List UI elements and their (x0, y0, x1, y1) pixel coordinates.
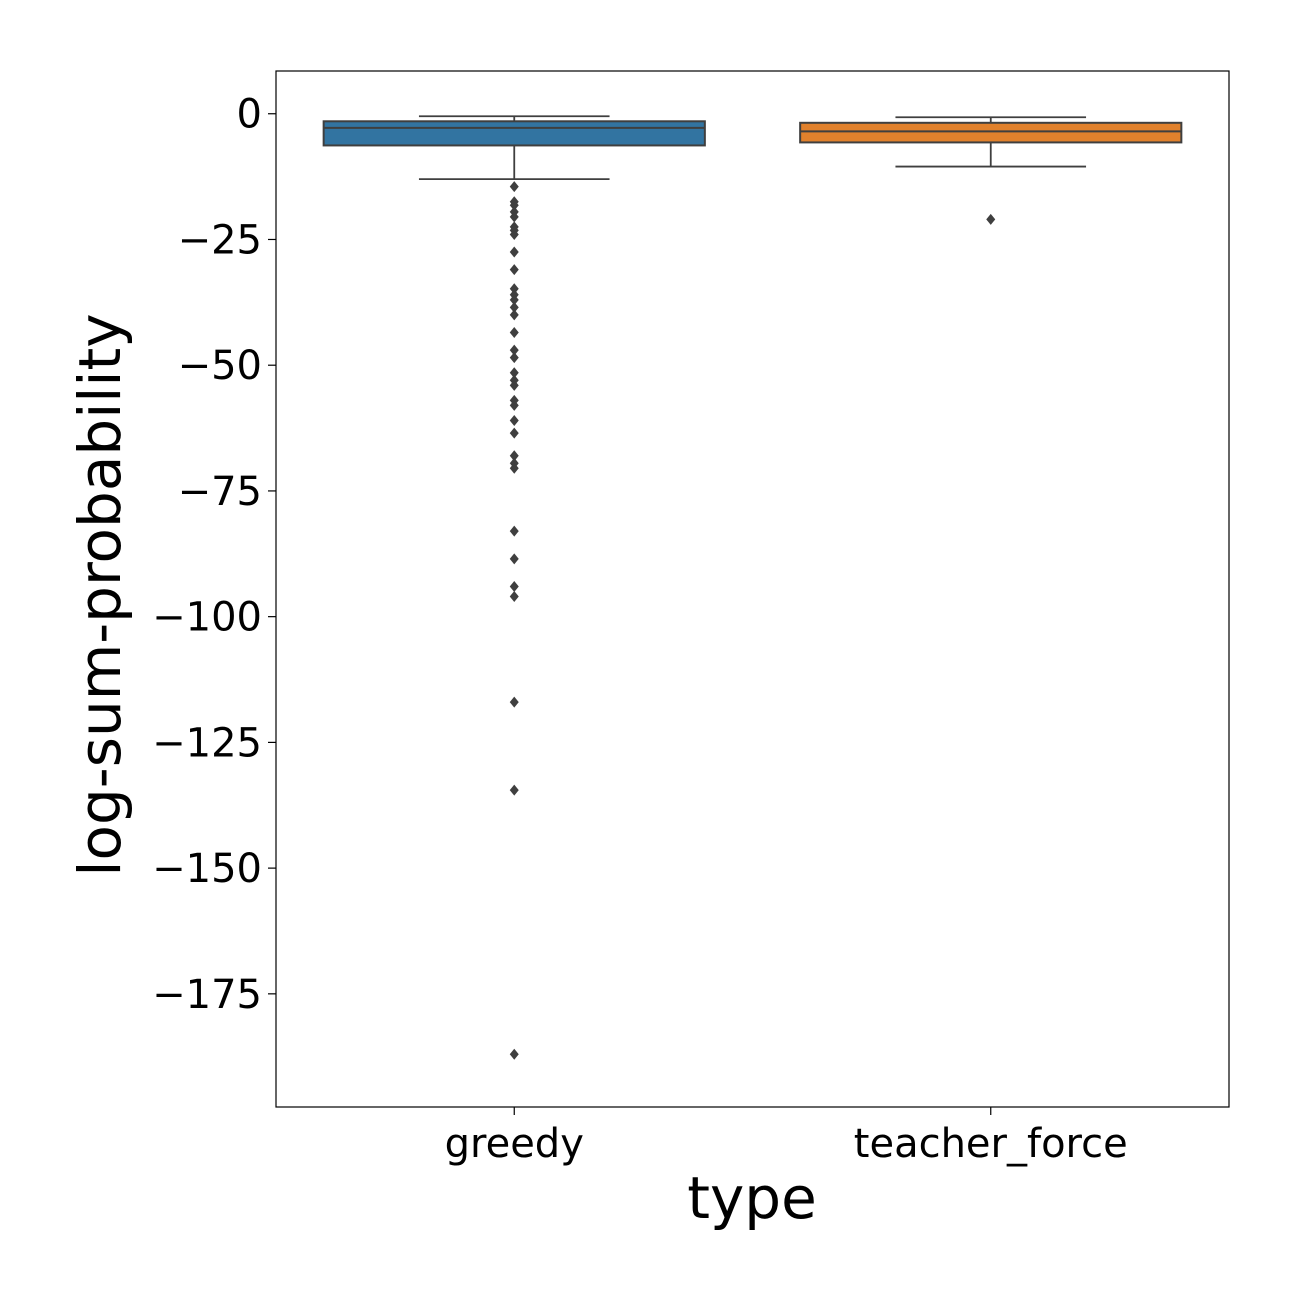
outlier-point (509, 327, 519, 339)
y-tick-label: −125 (152, 720, 262, 766)
outlier-point (509, 283, 519, 295)
x-axis-title: type (687, 1164, 817, 1232)
x-tick-label-greedy: greedy (445, 1121, 584, 1167)
outlier-point (509, 462, 519, 474)
x-tick-label-teacher-force: teacher_force (854, 1121, 1128, 1167)
y-tick-label: −175 (152, 972, 262, 1018)
outlier-point (509, 415, 519, 427)
outlier-point (509, 553, 519, 565)
outlier-point (509, 264, 519, 276)
boxes-layer (322, 115, 1183, 1060)
plot-frame (275, 70, 1230, 1108)
box-iqr (799, 121, 1183, 144)
y-tick-label: −75 (178, 469, 262, 515)
outlier-point (509, 696, 519, 708)
outlier-point (509, 181, 519, 193)
outlier-point (509, 784, 519, 796)
outlier-point (509, 309, 519, 321)
y-tick-label: −150 (152, 846, 262, 892)
outlier-point (509, 367, 519, 379)
box-group-greedy (322, 115, 706, 1060)
outlier-point (509, 211, 519, 223)
outlier-point (509, 199, 519, 211)
y-tick-label: −50 (178, 343, 262, 389)
box-iqr (322, 120, 706, 147)
y-tick-label: −25 (178, 217, 262, 263)
y-tick-label: 0 (237, 92, 262, 138)
outlier-point (509, 294, 519, 306)
outlier-point (509, 228, 519, 240)
outlier-point (509, 525, 519, 537)
y-axis: 0 −25 −50 −75 −100 −125 −150 −175 (152, 92, 276, 1018)
outlier-point (986, 213, 996, 225)
box-group-teacher-force (799, 116, 1183, 225)
outlier-point (509, 450, 519, 462)
y-tick-label: −100 (152, 595, 262, 641)
outlier-point (509, 352, 519, 364)
outlier-point (509, 427, 519, 439)
outlier-point (509, 246, 519, 258)
outlier-point (509, 301, 519, 313)
outlier-point (509, 399, 519, 411)
outlier-point (509, 1048, 519, 1060)
outlier-point (509, 580, 519, 592)
outlier-point (509, 591, 519, 603)
outlier-point (509, 379, 519, 391)
outlier-point (509, 344, 519, 356)
x-axis: greedy teacher_force (445, 1107, 1128, 1167)
y-axis-title: log-sum-probability (66, 313, 134, 876)
